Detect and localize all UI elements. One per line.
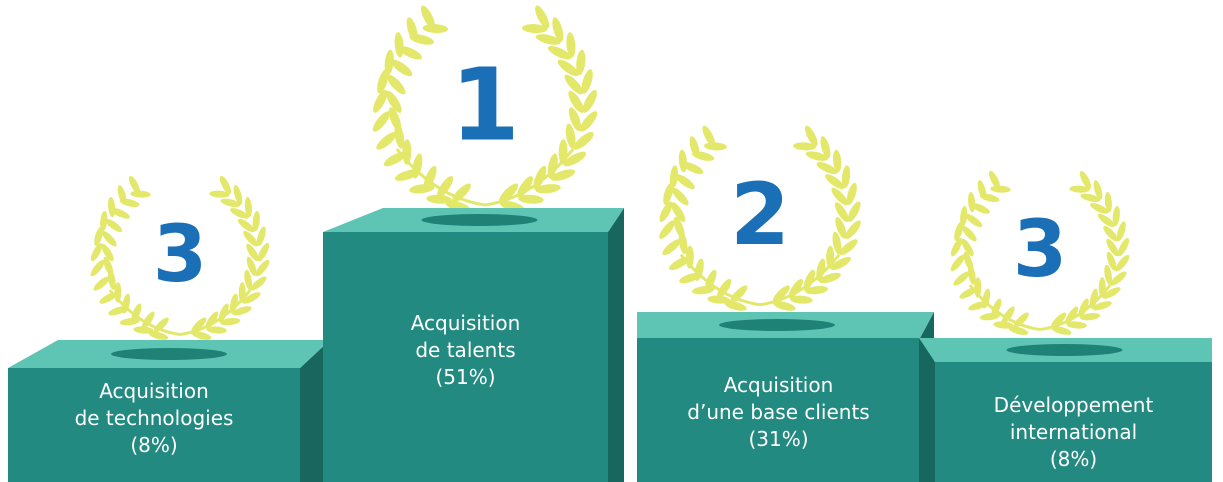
podium-slot — [422, 214, 538, 226]
laurel-leaf — [657, 218, 678, 241]
podium-label: Acquisition — [99, 379, 209, 403]
laurel-leaf — [92, 274, 112, 292]
podium-label: (8%) — [1050, 447, 1097, 471]
laurel-leaf — [704, 142, 727, 151]
podium-label: Acquisition — [724, 373, 834, 397]
page: 3 Acquisition de technologies (8%) 1 Acquisit… — [0, 0, 1223, 482]
podium-label: (31%) — [748, 427, 808, 451]
laurel-leaf — [952, 269, 972, 287]
podium-label: Acquisition — [411, 311, 521, 335]
podium-label: Développement — [994, 393, 1154, 417]
podium-label: (8%) — [130, 433, 177, 457]
podium-infographic: 3 Acquisition de technologies (8%) 1 Acquisit… — [0, 0, 1223, 482]
laurel-leaf — [130, 190, 151, 198]
rank-number: 1 — [450, 47, 520, 164]
podium-label: (51%) — [435, 365, 495, 389]
podium-label: d’une base clients — [687, 400, 869, 424]
podium-label: international — [1010, 420, 1137, 444]
podium-label: de talents — [415, 338, 515, 362]
laurel-leaf — [107, 197, 116, 218]
rank-number: 2 — [730, 165, 790, 265]
podium — [637, 312, 934, 482]
rank-number: 3 — [153, 210, 207, 300]
laurel-leaf — [370, 109, 393, 134]
podium-label: de technologies — [75, 406, 234, 430]
laurel-leaf — [967, 192, 976, 213]
laurel-leaf — [948, 253, 966, 273]
laurel-leaf — [374, 129, 399, 152]
podium-slot — [719, 319, 835, 331]
laurel-leaf — [88, 258, 106, 278]
laurel-leaf — [990, 185, 1011, 193]
laurel-leaf — [660, 237, 683, 258]
podium-side — [919, 338, 935, 482]
podium-slot — [111, 348, 227, 360]
rank-number: 3 — [1013, 205, 1067, 295]
podium-side — [608, 208, 624, 482]
podium-slot — [1007, 344, 1123, 356]
laurel-leaf — [394, 32, 405, 58]
laurel-leaf — [422, 23, 448, 33]
laurel-leaf — [678, 149, 688, 172]
